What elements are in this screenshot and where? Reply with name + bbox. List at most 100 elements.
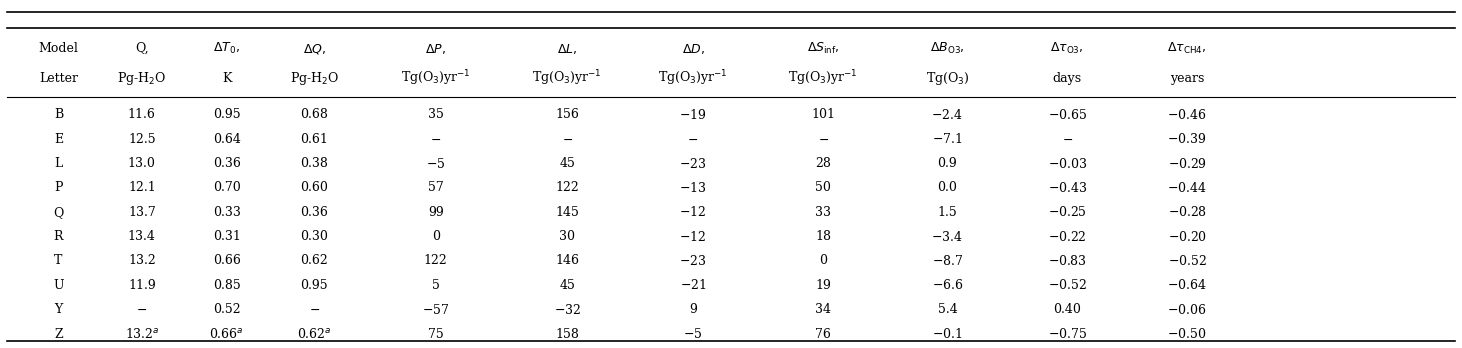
Text: $-$32: $-$32 [554,303,580,317]
Text: 0.95: 0.95 [213,108,240,121]
Text: days: days [1053,72,1082,85]
Text: 33: 33 [816,206,830,219]
Text: $-$: $-$ [1061,133,1073,146]
Text: $\Delta\tau_{\mathrm{CH4}},$: $\Delta\tau_{\mathrm{CH4}},$ [1168,41,1206,56]
Text: $-$3.4: $-$3.4 [931,230,963,244]
Text: U: U [53,279,64,292]
Text: E: E [54,133,63,146]
Text: 0.9: 0.9 [937,157,958,170]
Text: 0.64: 0.64 [212,133,241,146]
Text: 75: 75 [428,327,443,341]
Text: $-$0.1: $-$0.1 [933,327,962,341]
Text: 0.85: 0.85 [213,279,240,292]
Text: B: B [54,108,63,121]
Text: $-$0.83: $-$0.83 [1048,254,1086,268]
Text: $\Delta T_0,$: $\Delta T_0,$ [213,41,240,56]
Text: 13.2$^a$: 13.2$^a$ [124,327,159,341]
Text: $-$0.39: $-$0.39 [1168,132,1206,146]
Text: 0.70: 0.70 [213,181,240,195]
Text: $-$12: $-$12 [680,205,706,219]
Text: $-$23: $-$23 [680,254,706,268]
Text: $-$8.7: $-$8.7 [931,254,963,268]
Text: 0.62$^a$: 0.62$^a$ [297,327,332,341]
Text: 0.66: 0.66 [212,254,241,268]
Text: $-$: $-$ [136,303,148,316]
Text: $\Delta D,$: $\Delta D,$ [681,42,705,56]
Text: Pg-H$_2$O: Pg-H$_2$O [289,70,339,87]
Text: Tg(O$_3$)yr$^{-1}$: Tg(O$_3$)yr$^{-1}$ [532,69,602,88]
Text: L: L [54,157,63,170]
Text: 0.36: 0.36 [300,206,329,219]
Text: years: years [1170,72,1205,85]
Text: 158: 158 [556,327,579,341]
Text: Z: Z [54,327,63,341]
Text: Q,: Q, [135,42,149,55]
Text: T: T [54,254,63,268]
Text: Tg(O$_3$)yr$^{-1}$: Tg(O$_3$)yr$^{-1}$ [658,69,728,88]
Text: 99: 99 [428,206,443,219]
Text: 145: 145 [556,206,579,219]
Text: 0.62: 0.62 [301,254,327,268]
Text: 0.36: 0.36 [212,157,241,170]
Text: 0: 0 [819,254,827,268]
Text: 101: 101 [811,108,835,121]
Text: $-$0.64: $-$0.64 [1167,278,1208,292]
Text: $-$5: $-$5 [425,157,446,171]
Text: $-$0.06: $-$0.06 [1167,303,1208,317]
Text: $-$0.46: $-$0.46 [1167,108,1208,122]
Text: 122: 122 [424,254,447,268]
Text: $-$: $-$ [430,133,442,146]
Text: Tg(O$_3$)yr$^{-1}$: Tg(O$_3$)yr$^{-1}$ [788,69,858,88]
Text: 12.5: 12.5 [129,133,155,146]
Text: $\Delta S_{\mathrm{inf}},$: $\Delta S_{\mathrm{inf}},$ [807,41,839,56]
Text: $-$23: $-$23 [680,157,706,171]
Text: 45: 45 [560,279,575,292]
Text: 0.38: 0.38 [300,157,329,170]
Text: $-$0.28: $-$0.28 [1168,205,1206,219]
Text: $-$12: $-$12 [680,230,706,244]
Text: Tg(O$_3$)yr$^{-1}$: Tg(O$_3$)yr$^{-1}$ [401,69,471,88]
Text: 0.30: 0.30 [300,230,329,243]
Text: Model: Model [38,42,79,55]
Text: R: R [54,230,63,243]
Text: $-$0.65: $-$0.65 [1048,108,1086,122]
Text: 5: 5 [431,279,440,292]
Text: Q: Q [53,206,64,219]
Text: 0.31: 0.31 [212,230,241,243]
Text: K: K [222,72,231,85]
Text: 0.0: 0.0 [937,181,958,195]
Text: $-$0.22: $-$0.22 [1048,230,1086,244]
Text: Letter: Letter [39,72,77,85]
Text: $\Delta Q,$: $\Delta Q,$ [303,42,326,56]
Text: 35: 35 [428,108,443,121]
Text: 0.33: 0.33 [212,206,241,219]
Text: $-$: $-$ [817,133,829,146]
Text: 30: 30 [560,230,575,243]
Text: $\Delta B_{\mathrm{O3}},$: $\Delta B_{\mathrm{O3}},$ [930,41,965,56]
Text: $\Delta L,$: $\Delta L,$ [557,42,577,56]
Text: $\Delta\tau_{\mathrm{O3}},$: $\Delta\tau_{\mathrm{O3}},$ [1050,41,1085,56]
Text: $-$7.1: $-$7.1 [933,132,962,146]
Text: $-$: $-$ [308,303,320,316]
Text: $-$21: $-$21 [680,278,706,292]
Text: 34: 34 [816,303,830,316]
Text: 50: 50 [816,181,830,195]
Text: 0.40: 0.40 [1053,303,1082,316]
Text: $-$2.4: $-$2.4 [931,108,963,122]
Text: 18: 18 [816,230,830,243]
Text: 0.68: 0.68 [300,108,329,121]
Text: 0.66$^a$: 0.66$^a$ [209,327,244,341]
Text: $-$0.52: $-$0.52 [1048,278,1086,292]
Text: $-$19: $-$19 [680,108,706,122]
Text: 0.61: 0.61 [300,133,329,146]
Text: 28: 28 [816,157,830,170]
Text: 13.7: 13.7 [129,206,155,219]
Text: $-$6.6: $-$6.6 [931,278,963,292]
Text: $-$0.20: $-$0.20 [1168,230,1206,244]
Text: 0.95: 0.95 [301,279,327,292]
Text: Pg-H$_2$O: Pg-H$_2$O [117,70,167,87]
Text: 57: 57 [428,181,443,195]
Text: $-$0.44: $-$0.44 [1167,181,1208,195]
Text: 0.52: 0.52 [213,303,240,316]
Text: $-$0.43: $-$0.43 [1048,181,1086,195]
